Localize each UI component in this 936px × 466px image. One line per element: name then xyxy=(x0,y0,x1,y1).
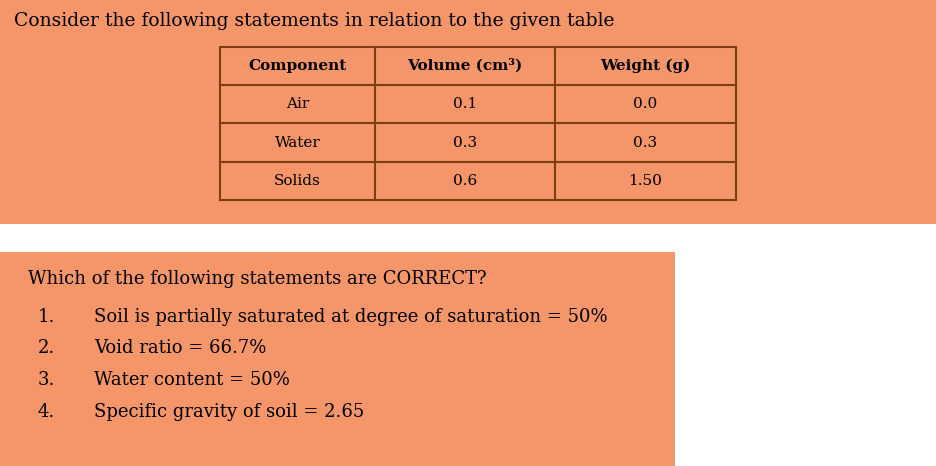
Text: 0.1: 0.1 xyxy=(452,97,476,111)
Text: Water content = 50%: Water content = 50% xyxy=(94,371,289,389)
Bar xyxy=(0,0,936,224)
Text: 0.3: 0.3 xyxy=(452,136,476,150)
Text: 4.: 4. xyxy=(37,403,54,421)
Text: Volume (cm³): Volume (cm³) xyxy=(407,59,522,73)
Text: 3.: 3. xyxy=(37,371,55,389)
Text: Consider the following statements in relation to the given table: Consider the following statements in rel… xyxy=(14,12,614,30)
Text: Weight (g): Weight (g) xyxy=(600,59,690,73)
Text: Which of the following statements are CORRECT?: Which of the following statements are CO… xyxy=(28,270,486,288)
Text: 2.: 2. xyxy=(37,339,54,357)
Text: Water: Water xyxy=(274,136,320,150)
Text: Void ratio = 66.7%: Void ratio = 66.7% xyxy=(94,339,266,357)
Text: Solids: Solids xyxy=(274,174,320,188)
Text: Air: Air xyxy=(285,97,309,111)
Text: Component: Component xyxy=(248,59,346,73)
Text: 0.6: 0.6 xyxy=(452,174,476,188)
Text: 1.50: 1.50 xyxy=(628,174,662,188)
Bar xyxy=(220,47,735,200)
Text: Soil is partially saturated at degree of saturation = 50%: Soil is partially saturated at degree of… xyxy=(94,308,607,326)
Text: 0.0: 0.0 xyxy=(633,97,657,111)
Text: Specific gravity of soil = 2.65: Specific gravity of soil = 2.65 xyxy=(94,403,363,421)
Text: 0.3: 0.3 xyxy=(633,136,657,150)
Bar xyxy=(0,252,674,466)
Text: 1.: 1. xyxy=(37,308,55,326)
